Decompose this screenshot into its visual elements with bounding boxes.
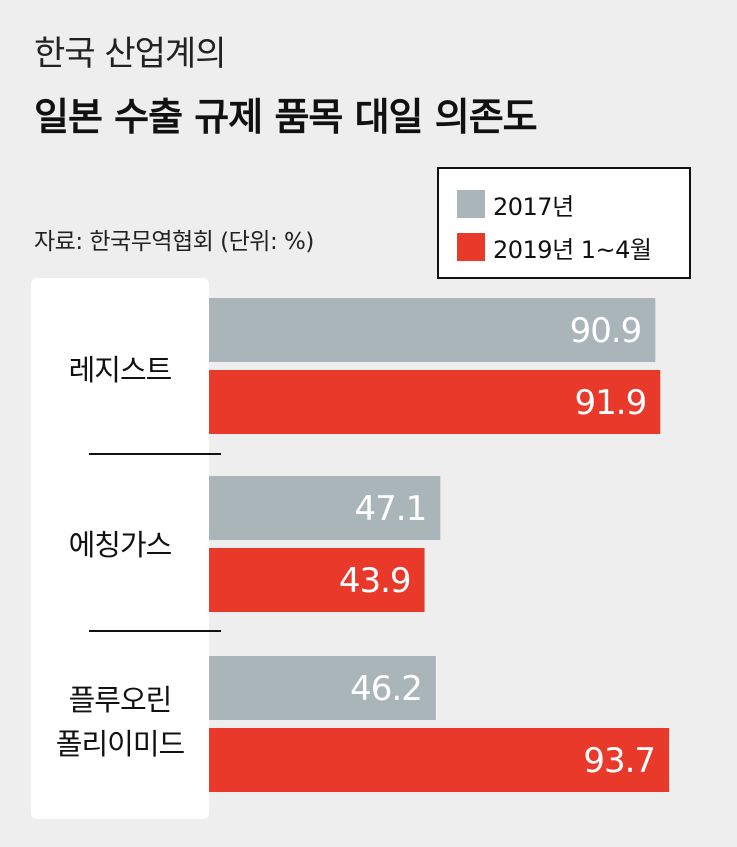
category-label-resist: 레지스트 — [31, 348, 209, 392]
chart-subtitle: 한국 산업계의 — [34, 34, 226, 74]
legend: 2017년 2019년 1~4월 — [437, 167, 691, 279]
legend-swatch-2019 — [457, 233, 485, 261]
legend-swatch-2017 — [457, 190, 485, 218]
bar-value-label-etching-gas-2019: 43.9 — [339, 561, 411, 601]
bar-fluorinated-polyimide-2017 — [209, 656, 436, 720]
bar-value-label-resist-2019: 91.9 — [575, 383, 647, 423]
legend-item-2019: 2019년 1~4월 — [457, 232, 652, 264]
category-label-etching-gas: 에칭가스 — [31, 523, 209, 567]
chart-title: 일본 수출 규제 품목 대일 의존도 — [34, 95, 538, 139]
category-label-fp-line1: 플루오린 — [68, 683, 173, 717]
category-divider-2 — [89, 630, 221, 632]
legend-item-2017: 2017년 — [457, 189, 574, 221]
legend-label-2017: 2017년 — [493, 192, 574, 221]
bar-value-label-etching-gas-2017: 47.1 — [355, 489, 427, 529]
bar-resist-2017 — [209, 298, 656, 362]
source-note: 자료: 한국무역협회 (단위: %) — [34, 229, 314, 255]
bar-etching-gas-2019 — [209, 548, 425, 612]
bar-resist-2019 — [209, 370, 661, 434]
category-label-fp-line2: 폴리이미드 — [55, 727, 185, 761]
bar-value-label-fluorinated-polyimide-2019: 93.7 — [583, 741, 655, 781]
category-label-etching-gas-line1: 에칭가스 — [68, 528, 173, 562]
category-label-fluorinated-polyimide: 플루오린 폴리이미드 — [31, 678, 209, 766]
category-label-resist-line1: 레지스트 — [68, 353, 173, 387]
category-divider-1 — [89, 453, 221, 455]
bar-value-label-resist-2017: 90.9 — [570, 311, 642, 351]
category-label-panel: 레지스트 에칭가스 플루오린 폴리이미드 — [31, 278, 221, 819]
bar-value-label-fluorinated-polyimide-2017: 46.2 — [350, 669, 422, 709]
bar-fluorinated-polyimide-2019 — [209, 728, 670, 792]
legend-label-2019: 2019년 1~4월 — [493, 235, 652, 264]
bar-etching-gas-2017 — [209, 476, 441, 540]
